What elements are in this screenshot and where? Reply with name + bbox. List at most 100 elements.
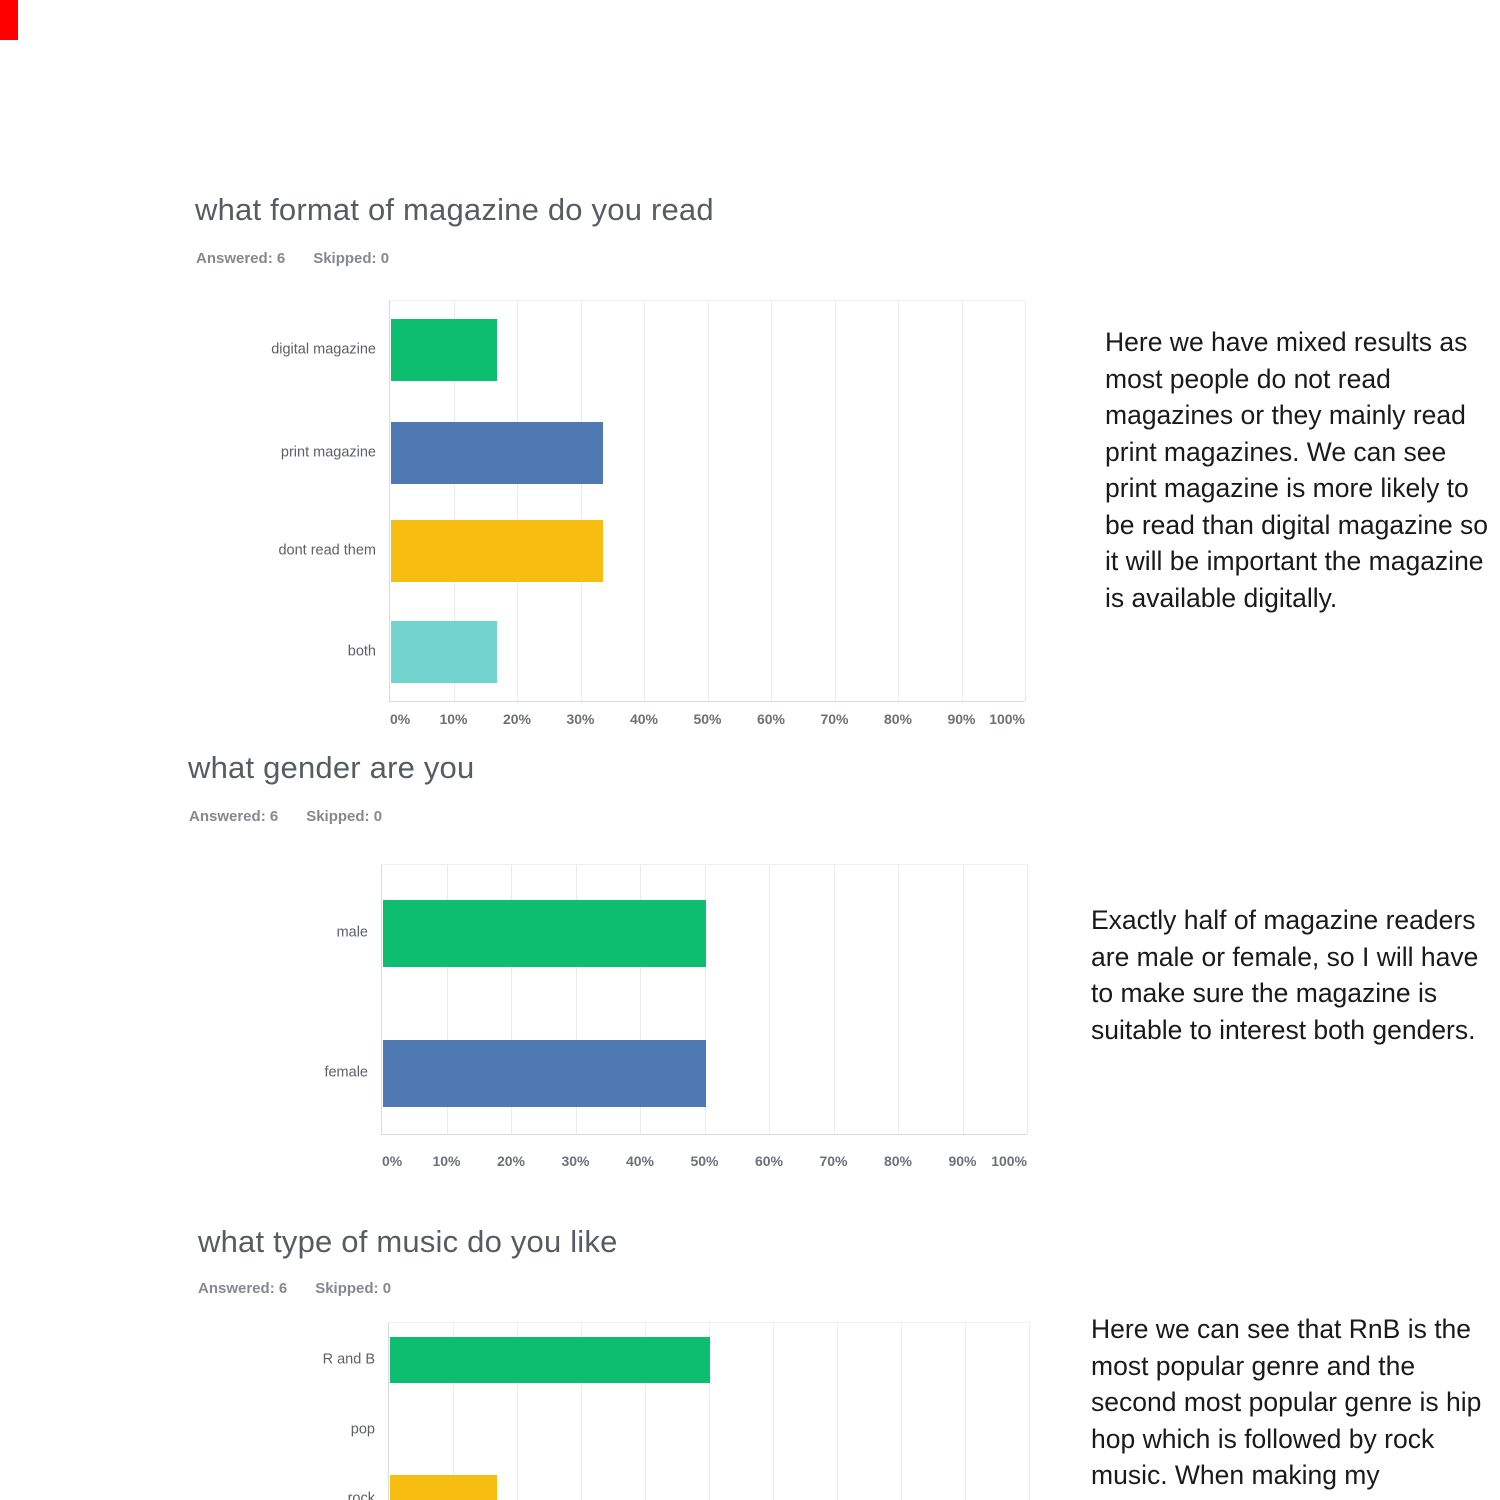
gridline [709, 1323, 710, 1500]
annotation-line: music. When making my [1091, 1460, 1380, 1490]
annotation-line: it will be important the magazine [1105, 546, 1484, 576]
gridline [707, 301, 709, 701]
x-axis-tick: 60% [754, 1153, 784, 1169]
bar-chart: digital magazine print magazine dont read … [271, 300, 1026, 727]
question-title: what gender are you [188, 750, 475, 785]
skipped-count: Skipped: 0 [306, 808, 383, 825]
gridline [511, 865, 512, 1134]
annotation-line: second most popular genre is hip [1091, 1387, 1482, 1417]
x-axis-tick: 70% [819, 1153, 848, 1169]
gridline [837, 1323, 838, 1500]
question-title: what type of music do you like [198, 1224, 618, 1259]
x-axis-tick: 90% [948, 1153, 977, 1169]
annotation-line: magazines or they mainly read [1105, 400, 1466, 430]
red-marker [0, 0, 18, 40]
x-axis-tick: 100% [989, 711, 1025, 727]
gridline [645, 1323, 646, 1500]
x-axis-tick: 90% [947, 711, 976, 727]
category-label: digital magazine [271, 341, 376, 358]
bar-print-magazine [391, 422, 603, 484]
gridline [901, 1323, 902, 1500]
skipped-count: Skipped: 0 [315, 1280, 392, 1297]
gridline [769, 865, 770, 1134]
gridline [1025, 301, 1026, 701]
gridline [517, 1323, 518, 1500]
bar-dont-read-them [391, 520, 603, 582]
annotation-line: is available digitally. [1105, 582, 1338, 613]
x-axis-tick: 40% [625, 1153, 655, 1169]
bar-male [383, 900, 706, 967]
x-axis-tick: 0% [390, 711, 411, 727]
x-axis-tick: 70% [820, 711, 849, 727]
x-axis-tick: 10% [439, 711, 468, 727]
annotation-line: most popular genre and the [1091, 1350, 1416, 1381]
category-label: R and B [322, 1351, 375, 1368]
annotation-text: Here we can see that RnB is the most popu… [1091, 1311, 1481, 1494]
annotation-line: print magazine is more likely to [1105, 473, 1469, 503]
x-axis-tick: 0% [382, 1153, 403, 1169]
answered-count: Answered: 6 [189, 808, 279, 825]
question-title: what format of magazine do you read [195, 192, 714, 227]
bar-chart: male female 0% 10% 20% 30% 40% 50% 60% 70% 80% 90% 1… [324, 864, 1028, 1169]
x-axis-line [389, 701, 1025, 702]
x-axis-tick: 30% [561, 1153, 590, 1169]
skipped-count: Skipped: 0 [313, 250, 390, 267]
bar-r-and-b [390, 1337, 710, 1383]
answered-count: Answered: 6 [196, 250, 286, 267]
x-axis-tick: 10% [432, 1153, 461, 1169]
annotation-line: to make sure the magazine is [1091, 978, 1438, 1008]
annotation-text: Exactly half of magazine readers are male… [1091, 902, 1478, 1048]
bar-chart: R and B pop rock [323, 1322, 1030, 1500]
annotation-line: hop which is followed by rock [1091, 1423, 1435, 1454]
gridline [581, 1323, 582, 1500]
annotation-line: print magazines. We can see [1105, 436, 1447, 467]
gridline [453, 1323, 454, 1500]
x-axis-line [381, 1134, 1027, 1135]
gridline [575, 865, 577, 1134]
category-label: female [324, 1064, 368, 1081]
category-label: print magazine [280, 444, 376, 461]
gridline [833, 865, 835, 1134]
gridline [517, 301, 518, 701]
annotation-line: suitable to interest both genders. [1091, 1014, 1476, 1045]
annotation-line: Exactly half of magazine readers [1091, 905, 1476, 935]
gridline [640, 865, 641, 1134]
annotation-line: most people do not read [1105, 363, 1391, 394]
gridline [965, 1323, 966, 1500]
gridline [898, 301, 899, 701]
response-meta: Answered: 6 Skipped: 0 [198, 1280, 391, 1297]
bar-both [391, 621, 497, 683]
category-label: male [336, 924, 368, 941]
x-axis-tick: 50% [693, 711, 722, 727]
response-meta: Answered: 6 Skipped: 0 [189, 808, 382, 825]
gridline [704, 865, 706, 1134]
gridline [961, 301, 963, 701]
annotation-line: are male or female, so I will have [1091, 941, 1479, 972]
gridline [446, 865, 448, 1134]
x-axis-tick: 80% [883, 1153, 913, 1169]
annotation-line: Here we have mixed results as [1105, 327, 1468, 357]
gridline [1027, 865, 1028, 1134]
x-axis-tick: 80% [883, 711, 913, 727]
x-axis-tick: 50% [690, 1153, 719, 1169]
category-label: pop [350, 1421, 375, 1438]
gridline [834, 301, 836, 701]
x-axis-tick: 40% [629, 711, 659, 727]
x-axis-tick: 20% [502, 711, 532, 727]
x-axis-tick: 100% [991, 1153, 1027, 1169]
x-axis-tick: 20% [496, 1153, 526, 1169]
gridline [1029, 1323, 1030, 1500]
gridline [453, 301, 455, 701]
annotation-text: Here we have mixed results as most people… [1105, 324, 1488, 616]
gridline [773, 1323, 774, 1500]
annotation-line: be read than digital magazine so [1105, 509, 1489, 540]
x-axis-tick: 60% [756, 711, 786, 727]
category-label: both [347, 643, 376, 660]
response-meta: Answered: 6 Skipped: 0 [196, 250, 389, 267]
gridline [771, 301, 772, 701]
gridline [962, 865, 964, 1134]
bar-rock [390, 1475, 497, 1500]
bar-digital-magazine [391, 319, 497, 381]
gridline [898, 865, 899, 1134]
